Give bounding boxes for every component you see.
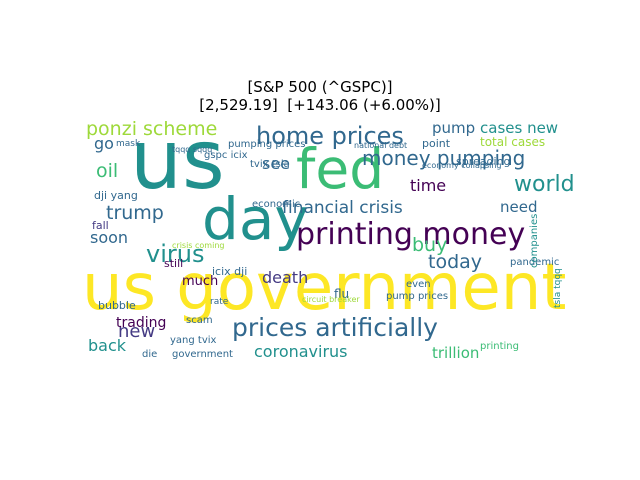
cloud-word: time (410, 176, 447, 195)
cloud-word: crisis coming (172, 241, 225, 250)
cloud-word: go (94, 134, 114, 153)
title-line-1: [S&P 500 (^GSPC)] (247, 78, 393, 96)
cloud-word: tsla tqqq (553, 268, 563, 308)
chart-title: [S&P 500 (^GSPC)] [2,529.19] [+143.06 (+… (0, 78, 640, 114)
cloud-word: mask (116, 139, 141, 149)
cloud-word: prices artificially (232, 313, 438, 342)
cloud-word: money pumping (362, 146, 526, 170)
cloud-word: fed (296, 137, 385, 201)
cloud-word: companies (529, 213, 540, 268)
cloud-word: economic (252, 199, 301, 210)
cloud-word: trillion (432, 344, 480, 362)
cloud-word: trump (106, 202, 164, 224)
cloud-word: trading (116, 315, 167, 331)
cloud-word: printing money (296, 217, 526, 252)
cloud-word: financial crisis (282, 198, 403, 218)
cloud-word: total cases (480, 135, 546, 149)
cloud-word: today (428, 251, 483, 273)
cloud-word: pump (432, 119, 476, 137)
cloud-word: back (88, 336, 127, 355)
cloud-word: icix dji (212, 265, 248, 278)
cloud-word: even (406, 279, 431, 290)
cloud-word: still (164, 257, 184, 270)
cloud-word: point (422, 137, 451, 150)
cloud-word: ponzi scheme (86, 118, 218, 140)
cloud-word: home prices (256, 122, 404, 150)
cloud-word: national debt (354, 141, 408, 150)
title-line-2: [2,529.19] [+143.06 (+6.00%)] (199, 96, 441, 114)
cloud-word: bubble (98, 299, 136, 312)
cloud-word: oil (96, 160, 119, 182)
cloud-word: buy (412, 234, 448, 256)
cloud-word: virus (146, 240, 205, 268)
cloud-word: see (262, 154, 291, 173)
cloud-word: circuit breaker (302, 295, 360, 304)
cloud-word: much (182, 274, 219, 289)
cloud-word: us (130, 118, 225, 208)
cloud-word: us government (82, 251, 567, 325)
cloud-word: government (172, 349, 233, 360)
cloud-word: rate (210, 297, 229, 307)
cloud-word: cases new (480, 119, 559, 137)
cloud-word: tvix tsla (250, 159, 290, 170)
cloud-word: die (142, 349, 158, 360)
cloud-word: fall (92, 219, 109, 232)
cloud-word: death (262, 268, 309, 287)
cloud-word: printing (480, 341, 519, 352)
cloud-word: yang tvix (170, 335, 217, 346)
cloud-word: coronavirus (254, 342, 348, 361)
cloud-word: pump prices (386, 291, 449, 302)
cloud-word: scam (186, 315, 213, 326)
cloud-word: pandemic (510, 257, 560, 268)
cloud-word: flu (334, 287, 350, 301)
cloud-word: new (118, 321, 156, 342)
cloud-word: day (202, 185, 309, 253)
cloud-word: spreading (456, 155, 511, 168)
cloud-word: dji yang (94, 189, 138, 202)
cloud-word: economy collapsing (422, 161, 502, 170)
cloud-word: tqqq sqqq (172, 145, 213, 154)
cloud-word: world (514, 172, 574, 197)
cloud-word: need (500, 198, 538, 216)
cloud-word: gspc icix (204, 150, 248, 161)
cloud-word: pumping prices (228, 139, 306, 150)
word-cloud: us fed day us government printing money price… (82, 118, 574, 364)
cloud-word: soon (90, 228, 129, 247)
